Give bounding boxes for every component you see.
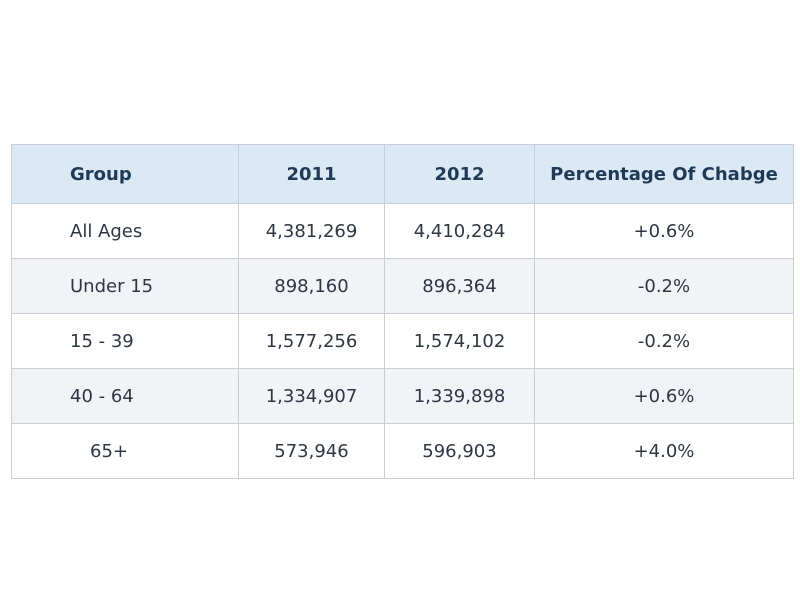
- cell-change: -0.2%: [534, 258, 794, 314]
- table-row: Under 15 898,160 896,364 -0.2%: [11, 258, 794, 314]
- cell-change: -0.2%: [534, 313, 794, 369]
- cell-group: Under 15: [11, 258, 239, 314]
- cell-2011: 1,577,256: [238, 313, 385, 369]
- table-row: All Ages 4,381,269 4,410,284 +0.6%: [11, 203, 794, 259]
- cell-group: All Ages: [11, 203, 239, 259]
- cell-2011: 4,381,269: [238, 203, 385, 259]
- cell-2011: 898,160: [238, 258, 385, 314]
- cell-group: 15 - 39: [11, 313, 239, 369]
- cell-2011: 1,334,907: [238, 368, 385, 424]
- header-percentage-change: Percentage Of Chabge: [534, 144, 794, 204]
- cell-2012: 596,903: [384, 423, 535, 479]
- table-row: 40 - 64 1,334,907 1,339,898 +0.6%: [11, 368, 794, 424]
- header-group: Group: [11, 144, 239, 204]
- header-2011: 2011: [238, 144, 385, 204]
- cell-change: +0.6%: [534, 203, 794, 259]
- population-table: Group 2011 2012 Percentage Of Chabge All…: [11, 144, 794, 479]
- table-row: 15 - 39 1,577,256 1,574,102 -0.2%: [11, 313, 794, 369]
- table-header-row: Group 2011 2012 Percentage Of Chabge: [11, 144, 794, 204]
- cell-2011: 573,946: [238, 423, 385, 479]
- cell-change: +4.0%: [534, 423, 794, 479]
- cell-2012: 896,364: [384, 258, 535, 314]
- header-2012: 2012: [384, 144, 535, 204]
- table-row: 65+ 573,946 596,903 +4.0%: [11, 423, 794, 479]
- cell-2012: 1,339,898: [384, 368, 535, 424]
- cell-group: 40 - 64: [11, 368, 239, 424]
- cell-change: +0.6%: [534, 368, 794, 424]
- cell-group: 65+: [11, 423, 239, 479]
- cell-2012: 4,410,284: [384, 203, 535, 259]
- cell-2012: 1,574,102: [384, 313, 535, 369]
